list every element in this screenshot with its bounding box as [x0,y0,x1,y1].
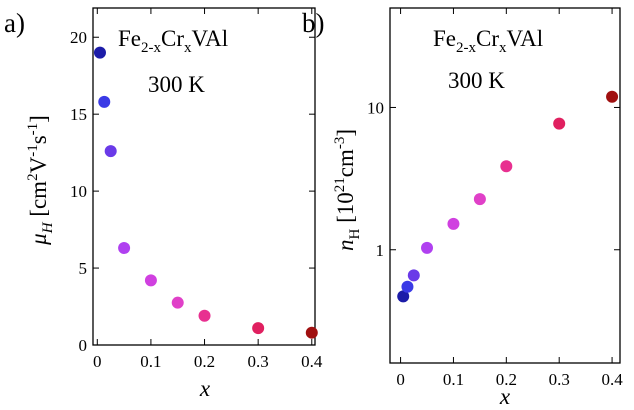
y-tick-label: 1 [376,241,385,260]
data-point [397,290,410,303]
annotation-part: x [184,40,192,56]
y-label-part: H [347,229,363,240]
data-point [198,309,211,322]
data-point [421,241,434,254]
y-label-part: ] [333,129,358,137]
annotation: Fe2-xCrxVAl [118,26,228,56]
y-label-part: -1 [25,144,41,157]
y-tick-label: 20 [70,28,87,47]
annotation-part: 2-x [141,40,161,56]
annotation: 300 K [148,72,205,97]
x-tick-label: 0 [396,370,405,389]
x-tick-label: 0.2 [496,370,517,389]
data-point [171,296,184,309]
y-label-part: -3 [332,137,348,150]
annotation: 300 K [448,68,505,93]
y-label-part: -1 [25,123,41,136]
data-point [407,269,420,282]
y-label-part: n [333,240,358,252]
data-point [553,117,566,130]
data-point [473,193,486,206]
data-point [606,90,619,103]
y-label-part: cm [333,149,358,177]
y-label-part: ] [26,115,51,123]
x-tick-label: 0.1 [140,352,161,371]
annotation: Fe2-xCrxVAl [433,26,543,56]
x-tick-label: 0.2 [194,352,215,371]
y-axis-label: nH [1021cm-3] [332,129,363,251]
annotation-part: VAl [507,26,544,51]
x-tick-label: 0.4 [601,370,623,389]
y-tick-label: 5 [79,259,88,278]
x-tick-label: 0.4 [301,352,323,371]
annotation-part: 2-x [456,40,476,56]
y-label-part: 21 [332,177,348,192]
y-tick-label: 10 [367,98,384,117]
annotation-part: x [499,40,507,56]
data-point [305,326,318,339]
panel-label: a) [4,8,25,38]
data-point [93,46,106,59]
data-point [252,322,265,335]
x-tick-label: 0.3 [549,370,570,389]
y-label-part: μ [26,233,51,246]
y-axis-label: μH [cm2V-1s-1] [25,115,56,246]
plot-frame [92,7,316,346]
annotation-part: Cr [476,26,499,51]
annotation-part: Fe [433,26,456,51]
panel-label: b) [302,8,325,38]
data-point [447,217,460,230]
annotation-part: VAl [192,26,229,51]
y-label-part: 2 [25,173,41,181]
y-tick-label: 0 [79,336,88,355]
y-label-part: [cm [26,181,51,223]
data-point [104,145,117,158]
x-tick-label: 0 [93,352,102,371]
x-axis-label: x [199,376,211,401]
data-point [118,242,131,255]
x-axis-label: x [499,384,511,409]
annotation-part: Cr [161,26,184,51]
plot-frame [389,7,621,364]
y-tick-label: 10 [70,182,87,201]
data-point [500,160,513,173]
y-label-part: s [26,135,51,144]
data-point [98,95,111,108]
data-point [144,274,157,287]
y-label-part: V [26,156,51,173]
annotation-part: Fe [118,26,141,51]
y-tick-label: 15 [70,105,87,124]
y-label-part: H [40,221,56,234]
data-point [401,280,414,293]
x-tick-label: 0.1 [443,370,464,389]
x-tick-label: 0.3 [248,352,269,371]
y-label-part: [10 [333,192,358,228]
